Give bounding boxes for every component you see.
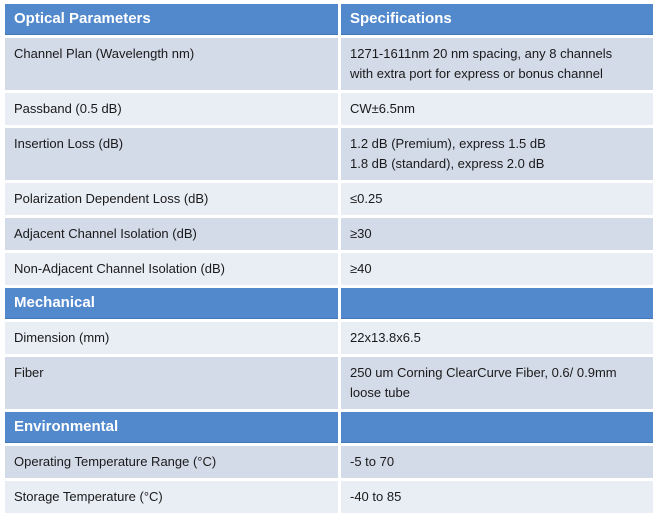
table-row: Storage Temperature (°C) -40 to 85	[5, 481, 653, 513]
section-title: Environmental	[5, 412, 338, 443]
param-cell: Passband (0.5 dB)	[5, 93, 338, 125]
value-cell: ≤0.25	[341, 183, 653, 215]
header-optical-parameters: Optical Parameters	[5, 4, 338, 35]
value-cell: CW±6.5nm	[341, 93, 653, 125]
section-title: Mechanical	[5, 288, 338, 319]
table-row: Polarization Dependent Loss (dB) ≤0.25	[5, 183, 653, 215]
param-cell: Adjacent Channel Isolation (dB)	[5, 218, 338, 250]
section-header-environmental: Environmental	[5, 412, 653, 443]
section-header-spacer	[341, 412, 653, 443]
value-cell: ≥30	[341, 218, 653, 250]
value-cell: -5 to 70	[341, 446, 653, 478]
value-cell: 1271-1611nm 20 nm spacing, any 8 channel…	[341, 38, 653, 90]
param-cell: Storage Temperature (°C)	[5, 481, 338, 513]
spec-table: Optical Parameters Specifications Channe…	[2, 1, 656, 516]
table-row: Fiber 250 um Corning ClearCurve Fiber, 0…	[5, 357, 653, 409]
param-cell: Channel Plan (Wavelength nm)	[5, 38, 338, 90]
table-header-row: Optical Parameters Specifications	[5, 4, 653, 35]
table-row: Adjacent Channel Isolation (dB) ≥30	[5, 218, 653, 250]
param-cell: Dimension (mm)	[5, 322, 338, 354]
section-header-spacer	[341, 288, 653, 319]
value-cell: -40 to 85	[341, 481, 653, 513]
table-row: Insertion Loss (dB) 1.2 dB (Premium), ex…	[5, 128, 653, 180]
table-row: Passband (0.5 dB) CW±6.5nm	[5, 93, 653, 125]
param-cell: Operating Temperature Range (°C)	[5, 446, 338, 478]
value-cell: ≥40	[341, 253, 653, 285]
value-cell: 1.2 dB (Premium), express 1.5 dB 1.8 dB …	[341, 128, 653, 180]
param-cell: Insertion Loss (dB)	[5, 128, 338, 180]
param-cell: Fiber	[5, 357, 338, 409]
section-header-mechanical: Mechanical	[5, 288, 653, 319]
table-row: Channel Plan (Wavelength nm) 1271-1611nm…	[5, 38, 653, 90]
param-cell: Polarization Dependent Loss (dB)	[5, 183, 338, 215]
value-cell: 22x13.8x6.5	[341, 322, 653, 354]
table-row: Operating Temperature Range (°C) -5 to 7…	[5, 446, 653, 478]
param-cell: Non-Adjacent Channel Isolation (dB)	[5, 253, 338, 285]
table-row: Non-Adjacent Channel Isolation (dB) ≥40	[5, 253, 653, 285]
header-specifications: Specifications	[341, 4, 653, 35]
table-row: Dimension (mm) 22x13.8x6.5	[5, 322, 653, 354]
value-cell: 250 um Corning ClearCurve Fiber, 0.6/ 0.…	[341, 357, 653, 409]
